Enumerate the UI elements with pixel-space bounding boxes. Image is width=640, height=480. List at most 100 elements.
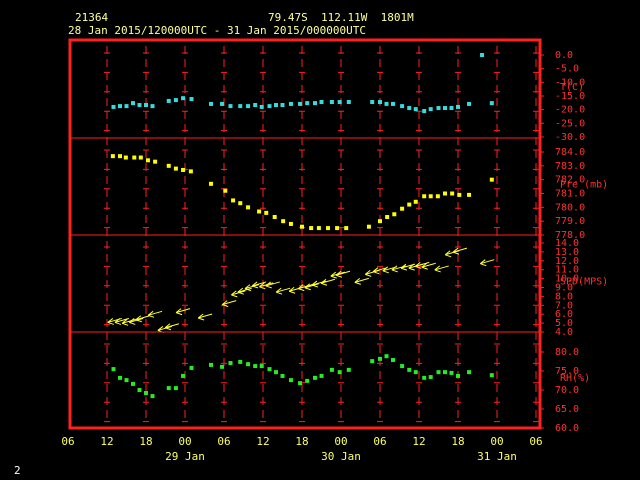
page-number: 2 <box>14 464 21 477</box>
data-point <box>316 226 321 231</box>
y-tick-label: 60.0 <box>555 423 579 434</box>
data-point <box>111 367 116 372</box>
data-point <box>428 107 433 112</box>
data-point <box>238 201 243 206</box>
data-point <box>391 101 395 106</box>
data-point <box>428 375 433 380</box>
data-point <box>144 103 148 108</box>
data-point <box>329 367 334 372</box>
y-tick-label: 80.0 <box>555 347 579 358</box>
data-point <box>267 104 272 109</box>
data-point <box>337 370 342 375</box>
data-point <box>189 97 194 102</box>
x-tick-label: 18 <box>139 435 152 448</box>
data-point <box>489 101 494 106</box>
data-point <box>228 104 233 109</box>
grid-cross <box>338 52 344 423</box>
grid-cross <box>533 52 539 423</box>
data-point <box>181 373 186 378</box>
data-point <box>428 194 433 199</box>
data-point <box>150 394 155 399</box>
data-point <box>467 192 472 197</box>
y-tick-label: 0.0 <box>555 50 573 61</box>
wind-arrow <box>197 313 213 321</box>
panel-label: T(C) <box>560 82 584 93</box>
y-tick-label: 8.0 <box>555 291 573 302</box>
data-point <box>309 226 314 231</box>
grid-cross <box>299 52 305 423</box>
wind-arrow <box>237 287 252 295</box>
data-point <box>346 367 351 372</box>
data-point <box>280 373 285 378</box>
data-point <box>449 370 454 375</box>
date-label: 30 Jan <box>321 450 361 463</box>
data-point <box>385 215 390 220</box>
data-point <box>288 378 293 383</box>
data-point <box>253 103 258 108</box>
data-point <box>131 101 135 106</box>
data-point <box>228 361 233 366</box>
grid-cross <box>182 52 188 423</box>
data-point <box>281 219 286 224</box>
data-point <box>173 166 178 171</box>
data-point <box>443 191 447 196</box>
x-tick-label: 00 <box>178 435 191 448</box>
data-point <box>400 206 405 211</box>
grid-cross <box>494 52 500 423</box>
data-point <box>209 362 213 367</box>
wind-arrow <box>372 267 388 275</box>
y-tick-label: -20.0 <box>555 105 585 116</box>
y-tick-label: -25.0 <box>555 118 585 129</box>
data-point <box>407 106 412 111</box>
panel-label: RH(%) <box>560 373 590 384</box>
data-point <box>422 109 427 114</box>
x-tick-label: 12 <box>100 435 113 448</box>
data-point <box>145 158 150 163</box>
data-point <box>480 53 485 57</box>
x-tick-label: 12 <box>412 435 425 448</box>
y-tick-label: 778.0 <box>555 230 585 241</box>
wind-arrow <box>434 265 449 273</box>
data-point <box>153 159 158 164</box>
data-point <box>413 199 418 204</box>
data-point <box>298 381 303 386</box>
data-point <box>400 104 405 109</box>
data-point <box>131 381 135 386</box>
x-tick-label: 06 <box>529 435 542 448</box>
y-tick-label: 10.0 <box>555 274 579 285</box>
data-point <box>118 104 122 109</box>
wind-arrow <box>135 315 150 323</box>
y-tick-label: -5.0 <box>555 64 579 75</box>
y-tick-label: 65.0 <box>555 404 579 415</box>
data-point <box>246 205 251 210</box>
data-point <box>450 191 455 196</box>
data-point <box>166 386 171 391</box>
data-point <box>259 104 264 109</box>
data-point <box>319 100 324 105</box>
data-point <box>337 100 342 105</box>
wind-arrow <box>320 278 336 286</box>
panel-label: SPD(MPS) <box>560 277 608 288</box>
data-point <box>173 386 178 391</box>
data-point <box>456 104 460 109</box>
wind-arrow <box>244 284 260 292</box>
y-tick-label: 4.0 <box>555 327 573 338</box>
data-point <box>413 370 418 375</box>
y-tick-label: 6.0 <box>555 309 573 320</box>
data-point <box>366 224 371 229</box>
data-point <box>288 101 293 106</box>
wind-arrow <box>221 300 237 308</box>
data-point <box>272 215 277 220</box>
y-tick-label: 784.0 <box>555 147 585 158</box>
wind-arrow <box>275 287 291 295</box>
data-point <box>413 107 418 112</box>
data-point <box>124 378 129 383</box>
y-tick-label: 11.0 <box>555 265 579 276</box>
data-point <box>257 209 262 214</box>
data-point <box>137 388 142 392</box>
y-tick-label: 14.0 <box>555 238 579 249</box>
wind-arrow <box>421 262 436 270</box>
data-point <box>118 375 122 380</box>
data-point <box>400 364 405 369</box>
